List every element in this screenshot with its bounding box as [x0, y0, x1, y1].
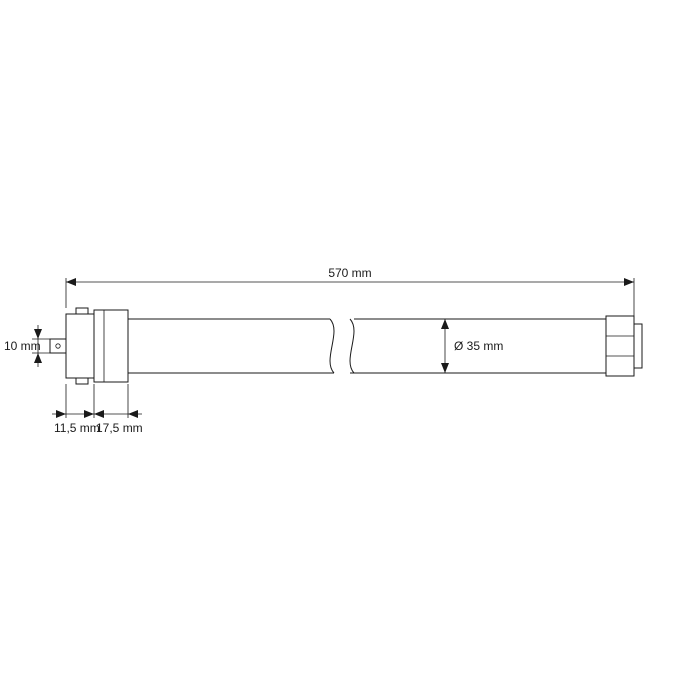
dim-head-depth1: 11,5 mm: [52, 384, 100, 435]
dim-head-depth2-label: 17,5 mm: [96, 421, 143, 435]
end-cap: [606, 316, 642, 376]
motor-head: [50, 308, 128, 384]
dim-head-depth2: 17,5 mm: [94, 384, 143, 435]
dim-diameter-label: Ø 35 mm: [454, 339, 503, 353]
tube-body: [128, 319, 634, 373]
dim-head-depth1-label: 11,5 mm: [54, 421, 100, 435]
dim-head-height-label: 10 mm: [4, 339, 41, 353]
dim-overall-length-label: 570 mm: [328, 266, 371, 280]
dim-overall-length: 570 mm: [66, 266, 634, 316]
dim-head-height: 10 mm: [4, 325, 50, 367]
technical-drawing: 570 mm 10 mm 11,5 mm 17,5 mm Ø 35 mm: [0, 0, 696, 696]
